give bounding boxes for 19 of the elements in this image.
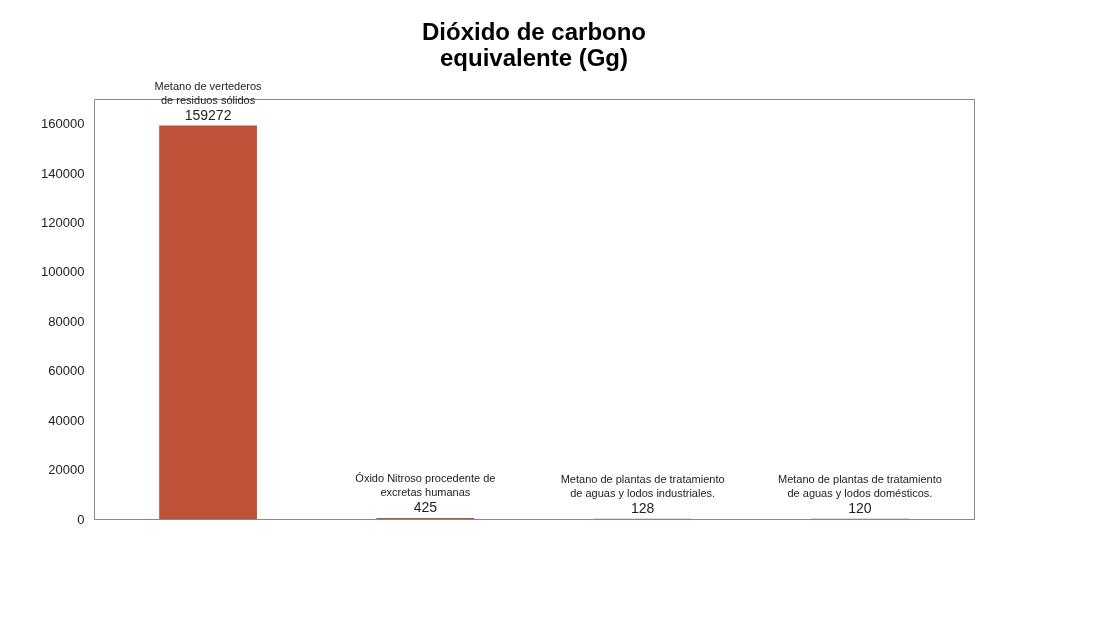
y-tick-label: 80000 <box>48 313 85 329</box>
y-tick-label: 160000 <box>41 116 85 132</box>
y-tick-label: 100000 <box>41 264 85 280</box>
x-tick-label: Metano de vertederos de residuos sólidos <box>154 79 263 106</box>
x-tick-label: Óxido Nitroso procedente de excretas humanas <box>355 471 496 498</box>
y-tick-label: 140000 <box>41 165 85 181</box>
chart-title: Dióxido de carbono equivalente (Gg) <box>421 17 647 71</box>
data-label: 159272 <box>184 106 232 123</box>
y-tick-label: 40000 <box>48 412 85 428</box>
data-label: 120 <box>848 499 872 516</box>
bar <box>159 125 257 519</box>
x-tick-label: Metano de plantas de tratamiento de aguas y lodos industriales. <box>560 472 725 499</box>
y-tick-label: 60000 <box>48 363 85 379</box>
x-tick-label: Metano de plantas de tratamiento de aguas y lodos domésticos. <box>777 472 942 499</box>
data-label: 128 <box>630 499 655 516</box>
y-tick-label: 20000 <box>48 462 85 478</box>
data-label: 425 <box>413 498 438 515</box>
y-tick-label: 0 <box>77 511 85 527</box>
y-tick-label: 120000 <box>41 215 85 231</box>
